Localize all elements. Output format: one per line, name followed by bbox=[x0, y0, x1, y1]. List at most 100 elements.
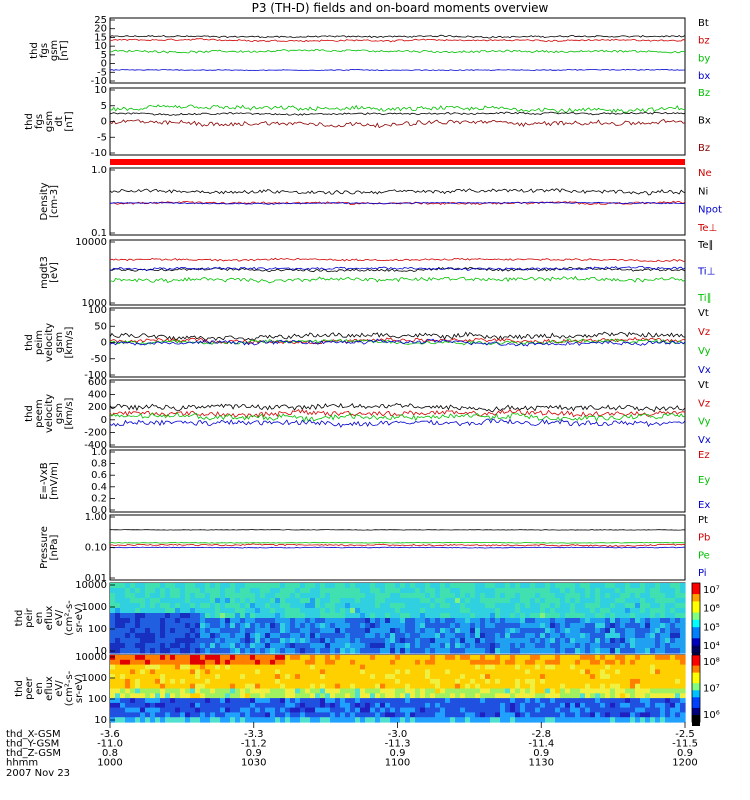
x-tick-label: 1030 bbox=[241, 758, 266, 769]
legend-entry: Ne bbox=[698, 168, 712, 179]
x-tick-label: 1130 bbox=[529, 758, 554, 769]
series-bz-line bbox=[109, 119, 686, 129]
y-tick-label: 0.0 bbox=[91, 505, 107, 516]
y-axis-label: [eV] bbox=[49, 262, 60, 283]
y-axis-label: peir bbox=[24, 607, 35, 627]
y-tick-label: 0.01 bbox=[85, 573, 107, 584]
legend-entry: Ti⊥ bbox=[697, 267, 715, 278]
y-axis-label: peim bbox=[34, 330, 45, 355]
y-tick-label: 1000 bbox=[82, 673, 107, 684]
legend-entry: Vy bbox=[698, 346, 711, 357]
y-axis-label: eV/ bbox=[54, 680, 65, 697]
y-tick-label: 1.0 bbox=[91, 447, 107, 458]
y-axis-label: [nT] bbox=[64, 111, 75, 131]
panel-fgs_dt: 10 5 0 -5 -10 thd fgs gsm dt [nT] Bz Bx Bz bbox=[24, 85, 711, 159]
x-tick-label: -11.3 bbox=[385, 739, 411, 750]
y-tick-label: 10 bbox=[94, 41, 107, 52]
legend-entry: Te⊥ bbox=[697, 223, 717, 234]
y-tick-label: 0.4 bbox=[91, 482, 107, 493]
legend-entry: Pi bbox=[698, 568, 707, 579]
series-vt-line bbox=[109, 331, 686, 341]
x-tick-label: -11.4 bbox=[528, 739, 554, 750]
x-axis-row-label: thd_Y-GSM bbox=[6, 739, 59, 750]
legend-entry: Bt bbox=[698, 18, 709, 29]
series-ne-line bbox=[110, 200, 686, 206]
y-tick-label: 600 bbox=[88, 377, 107, 388]
y-tick-label: 100 bbox=[88, 624, 107, 635]
y-tick-label: -5 bbox=[97, 67, 107, 78]
colorbar-label: 10⁸ bbox=[703, 657, 720, 668]
y-tick-label: 0.6 bbox=[91, 470, 107, 481]
y-axis-label: en bbox=[34, 682, 45, 695]
y-axis-label: eflux bbox=[44, 676, 55, 701]
legend-entry: Npot bbox=[698, 205, 722, 216]
y-tick-label: 5 bbox=[101, 101, 107, 112]
legend-entry: bz bbox=[698, 36, 710, 47]
y-axis-label: [nT] bbox=[59, 40, 70, 60]
chart-title: P3 (TH-D) fields and on-board moments ov… bbox=[252, 1, 549, 15]
y-axis-label: gsm bbox=[44, 111, 55, 132]
series-npot-line bbox=[109, 201, 686, 205]
series-vx-line bbox=[109, 418, 686, 428]
panel-frame bbox=[109, 239, 686, 306]
x-tick-label: -2.8 bbox=[531, 729, 551, 740]
y-axis-label: thd bbox=[24, 334, 35, 351]
y-axis-label: peem bbox=[34, 399, 45, 427]
x-tick-label: 0.9 bbox=[390, 748, 406, 759]
x-tick-label: 0.9 bbox=[533, 748, 549, 759]
series-ni-line bbox=[109, 188, 686, 196]
date-label: 2007 Nov 23 bbox=[6, 768, 70, 779]
legend-entry: Ex bbox=[698, 500, 710, 511]
panel-density: 1.0 0.1 Density [cm-3] Ne Ni Npot Te⊥ bbox=[39, 165, 722, 239]
legend-entry: Bx bbox=[698, 116, 711, 127]
y-axis-label: dt bbox=[54, 116, 65, 126]
y-axis-label: eflux bbox=[44, 606, 55, 631]
y-axis-label: fgs bbox=[34, 114, 45, 129]
y-tick-label: 1000 bbox=[82, 602, 107, 613]
y-axis-label: [nPa] bbox=[49, 534, 60, 560]
y-axis-label: thd bbox=[14, 610, 25, 627]
series-vy-line bbox=[109, 411, 686, 423]
x-tick-label: 1200 bbox=[672, 758, 697, 769]
y-tick-label: 100 bbox=[88, 305, 107, 316]
x-tick-label: -3.6 bbox=[100, 729, 120, 740]
y-tick-label: 100 bbox=[88, 694, 107, 705]
y-axis-label: (cm²-s- bbox=[64, 670, 75, 706]
legend-entry: Ez bbox=[698, 450, 710, 461]
legend-entry: bx bbox=[698, 71, 710, 82]
series-vx-line bbox=[109, 338, 686, 347]
y-axis-label: thd bbox=[29, 42, 40, 59]
y-axis-label: en bbox=[34, 612, 45, 625]
y-axis-label: velocity bbox=[44, 323, 55, 362]
x-tick-label: 0.9 bbox=[246, 748, 262, 759]
x-axis-row-label: thd_X-GSM bbox=[6, 729, 61, 740]
series-pi-line bbox=[109, 546, 686, 549]
y-tick-label: 20 bbox=[94, 24, 107, 35]
legend-entry: Vx bbox=[698, 435, 711, 446]
legend-entry: Vt bbox=[698, 380, 709, 391]
panel-frame bbox=[109, 17, 686, 84]
panel-frame bbox=[109, 167, 686, 236]
separator-bar bbox=[110, 159, 685, 165]
y-axis-label: thd bbox=[24, 113, 35, 130]
y-tick-label: -5 bbox=[97, 132, 107, 143]
y-tick-label: 10 bbox=[94, 85, 107, 96]
panel-frame bbox=[109, 87, 686, 156]
panel-temp: 10000 1000 mgdt3 [eV] Te∥ Ti⊥ Ti∥ bbox=[39, 237, 715, 309]
y-tick-label: 25 bbox=[94, 15, 107, 26]
x-tick-label: -11.5 bbox=[672, 739, 698, 750]
x-tick-label: 0.8 bbox=[102, 748, 118, 759]
y-tick-label: -10 bbox=[91, 76, 107, 87]
y-tick-label: 10 bbox=[94, 646, 107, 657]
y-tick-label: 5 bbox=[101, 50, 107, 61]
y-tick-label: 0 bbox=[101, 338, 107, 349]
y-axis-label: gsm bbox=[49, 40, 60, 61]
x-tick-label: 0.9 bbox=[677, 748, 693, 759]
y-tick-label: 10000 bbox=[75, 237, 107, 248]
series-vz-line bbox=[109, 409, 686, 419]
y-axis-label: eV/ bbox=[54, 609, 65, 626]
y-axis-label: gsm bbox=[54, 332, 65, 353]
series-ti-line bbox=[109, 275, 686, 284]
colorbar-label: 10⁷ bbox=[703, 684, 720, 695]
series-pt-line bbox=[109, 529, 686, 531]
